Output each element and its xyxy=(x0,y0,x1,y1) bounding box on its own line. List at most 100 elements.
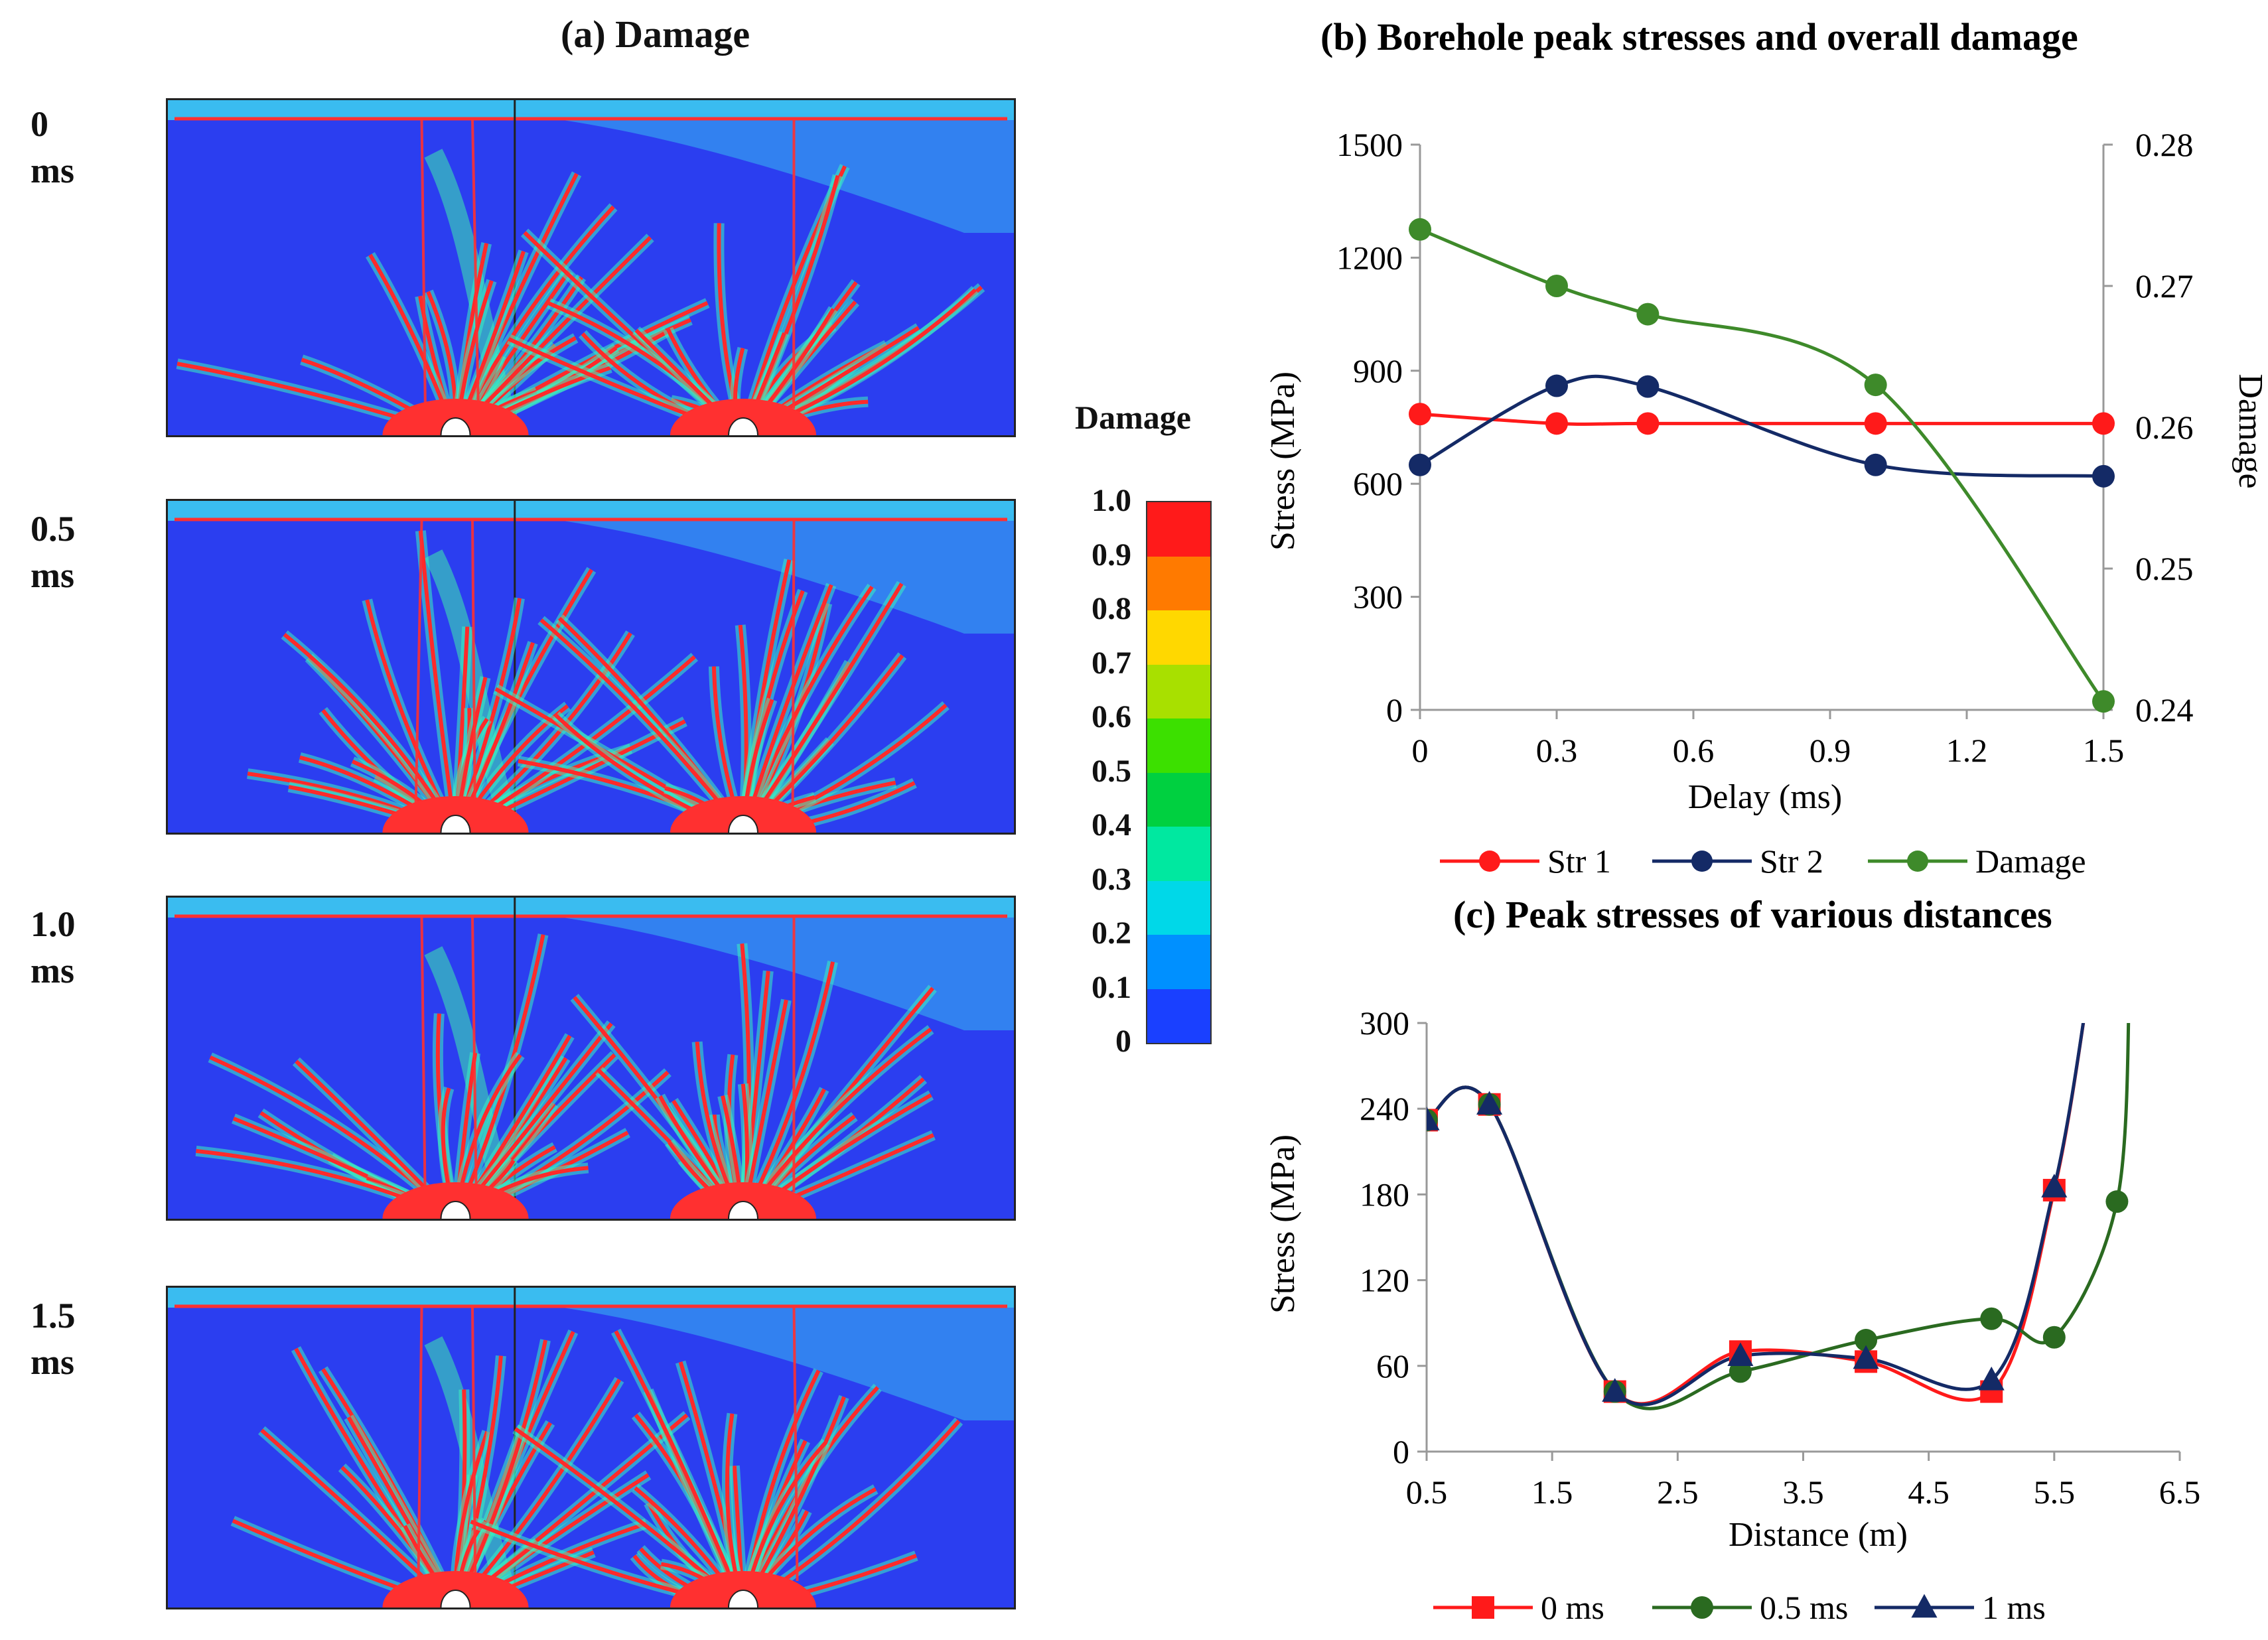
row-label-1-0ms: 1.0 ms xyxy=(31,901,76,994)
chart-b-title: (b) Borehole peak stresses and overall d… xyxy=(1320,15,2078,58)
series-line-0-5-ms xyxy=(1427,1023,2131,1410)
contour-crack xyxy=(471,917,478,1193)
contour-crack xyxy=(614,1330,745,1607)
colorbar-tick-label: 0.2 xyxy=(1092,916,1131,951)
damage-contour-0ms xyxy=(166,98,1016,437)
contour-zone xyxy=(513,911,1014,1030)
colorbar-swatch xyxy=(1147,664,1210,718)
y-tick-label: 180 xyxy=(1360,1176,1409,1213)
data-point-circle xyxy=(1479,851,1500,872)
data-point-triangle xyxy=(2041,1174,2068,1197)
colorbar-tick-label: 0 xyxy=(1115,1024,1131,1059)
colorbar-swatch xyxy=(1147,827,1210,881)
data-point-triangle xyxy=(1727,1342,1754,1367)
x-tick-label: 0.3 xyxy=(1536,732,1578,769)
contour-blast-zone xyxy=(670,1182,816,1219)
y-tick-label: 120 xyxy=(1360,1262,1409,1299)
contour-zone xyxy=(513,113,1014,233)
chart-c-xlabel: Distance (m) xyxy=(1729,1516,1908,1554)
legend-label: Str 2 xyxy=(1760,843,1823,880)
colorbar-tick-label: 0.8 xyxy=(1092,591,1131,626)
chart-c-ylabel: Stress (MPa) xyxy=(1264,1134,1302,1314)
borehole xyxy=(440,417,471,435)
colorbar-swatch xyxy=(1147,718,1210,773)
y-tick-label: 0 xyxy=(1393,1433,1409,1470)
y2-tick-label: 0.24 xyxy=(2135,691,2194,728)
row-label-value: 0.5 xyxy=(31,509,76,549)
x-tick-label: 0.5 xyxy=(1406,1473,1448,1511)
chart-b-xlabel: Delay (ms) xyxy=(1688,778,1842,816)
panel-a-title: (a) Damage xyxy=(561,13,750,56)
y-tick-label: 240 xyxy=(1360,1090,1409,1127)
chart-c-legend: 0 ms 0.5 ms 1 ms xyxy=(1433,1589,2046,1626)
x-tick-label: 1.2 xyxy=(1946,732,1988,769)
y2-tick-label: 0.28 xyxy=(2135,126,2194,163)
contour-crack xyxy=(417,1307,423,1582)
colorbar-tick-label: 1.0 xyxy=(1092,483,1131,518)
contour-crack xyxy=(420,917,427,1193)
y-tick-label: 1500 xyxy=(1336,126,1403,163)
series-line-1-ms xyxy=(1427,1023,2086,1406)
contour-blast-zone xyxy=(382,399,529,435)
x-tick-label: 5.5 xyxy=(2034,1473,2076,1511)
data-point-triangle xyxy=(1978,1366,2005,1391)
data-point-triangle xyxy=(1427,1107,1440,1130)
data-point-circle xyxy=(1636,375,1660,398)
y-tick-label: 300 xyxy=(1360,1004,1409,1042)
damage-contour-0-5ms xyxy=(166,499,1016,835)
x-tick-label: 2.5 xyxy=(1657,1473,1699,1511)
contour-crack xyxy=(420,119,427,409)
series-line-damage xyxy=(1419,228,2105,703)
data-point-triangle xyxy=(1476,1091,1503,1115)
row-label-value: 0 xyxy=(31,104,48,144)
data-point-triangle xyxy=(1853,1345,1879,1369)
chart-b-legend: Str 1 Str 2 Damage xyxy=(1440,843,2086,880)
y-tick-label: 600 xyxy=(1353,465,1403,502)
colorbar-swatch xyxy=(1147,502,1210,557)
x-tick-label: 1.5 xyxy=(1531,1473,1573,1511)
data-point-square xyxy=(1472,1596,1494,1619)
contour-crack xyxy=(471,1307,477,1582)
borehole xyxy=(440,815,471,833)
y-tick-label: 900 xyxy=(1353,352,1403,389)
data-point-triangle xyxy=(1911,1594,1938,1618)
borehole xyxy=(728,815,758,833)
colorbar-tick-label: 0.5 xyxy=(1092,753,1131,789)
data-point-circle xyxy=(1545,412,1568,435)
data-point-circle xyxy=(2042,1326,2066,1349)
legend-label: 1 ms xyxy=(1982,1589,2046,1626)
colorbar-tick-label: 0.3 xyxy=(1092,861,1131,897)
data-point-circle xyxy=(1636,412,1660,435)
colorbar-title: Damage xyxy=(1075,399,1191,436)
row-label-0ms: 0 ms xyxy=(31,101,74,194)
data-point-circle xyxy=(2105,1190,2129,1213)
contour-crack xyxy=(791,520,796,807)
y2-tick-label: 0.26 xyxy=(2135,409,2194,446)
contour-blast-zone xyxy=(382,796,529,833)
contour-blast-zone xyxy=(670,1571,816,1607)
data-point-circle xyxy=(1545,275,1568,297)
colorbar-swatch xyxy=(1147,772,1210,827)
data-point-circle xyxy=(2092,464,2115,488)
y-tick-label: 0 xyxy=(1386,691,1403,728)
colorbar-tick-label: 0.6 xyxy=(1092,699,1131,734)
borehole xyxy=(440,1201,471,1219)
colorbar-tick-label: 0.4 xyxy=(1092,807,1131,843)
data-point-circle xyxy=(1980,1307,2003,1330)
y-tick-label: 300 xyxy=(1353,579,1403,616)
contour-blast-zone xyxy=(382,1182,529,1219)
contour-zone xyxy=(513,1301,1014,1420)
row-label-unit: ms xyxy=(31,951,74,991)
row-label-1-5ms: 1.5 ms xyxy=(31,1292,76,1385)
data-point-circle xyxy=(1864,412,1887,435)
borehole xyxy=(728,1590,758,1607)
damage-contour-1-5ms xyxy=(166,1286,1016,1609)
contour-blast-zone xyxy=(670,399,816,435)
data-point-circle xyxy=(1636,303,1660,326)
row-label-unit: ms xyxy=(31,151,74,190)
data-point-circle xyxy=(1691,1596,1713,1619)
row-label-unit: ms xyxy=(31,555,74,595)
contour-crack xyxy=(792,1307,799,1582)
chart-borehole-stresses: (b) Borehole peak stresses and overall d… xyxy=(1264,15,2268,880)
chart-b-ylabel: Stress (MPa) xyxy=(1264,372,1302,551)
